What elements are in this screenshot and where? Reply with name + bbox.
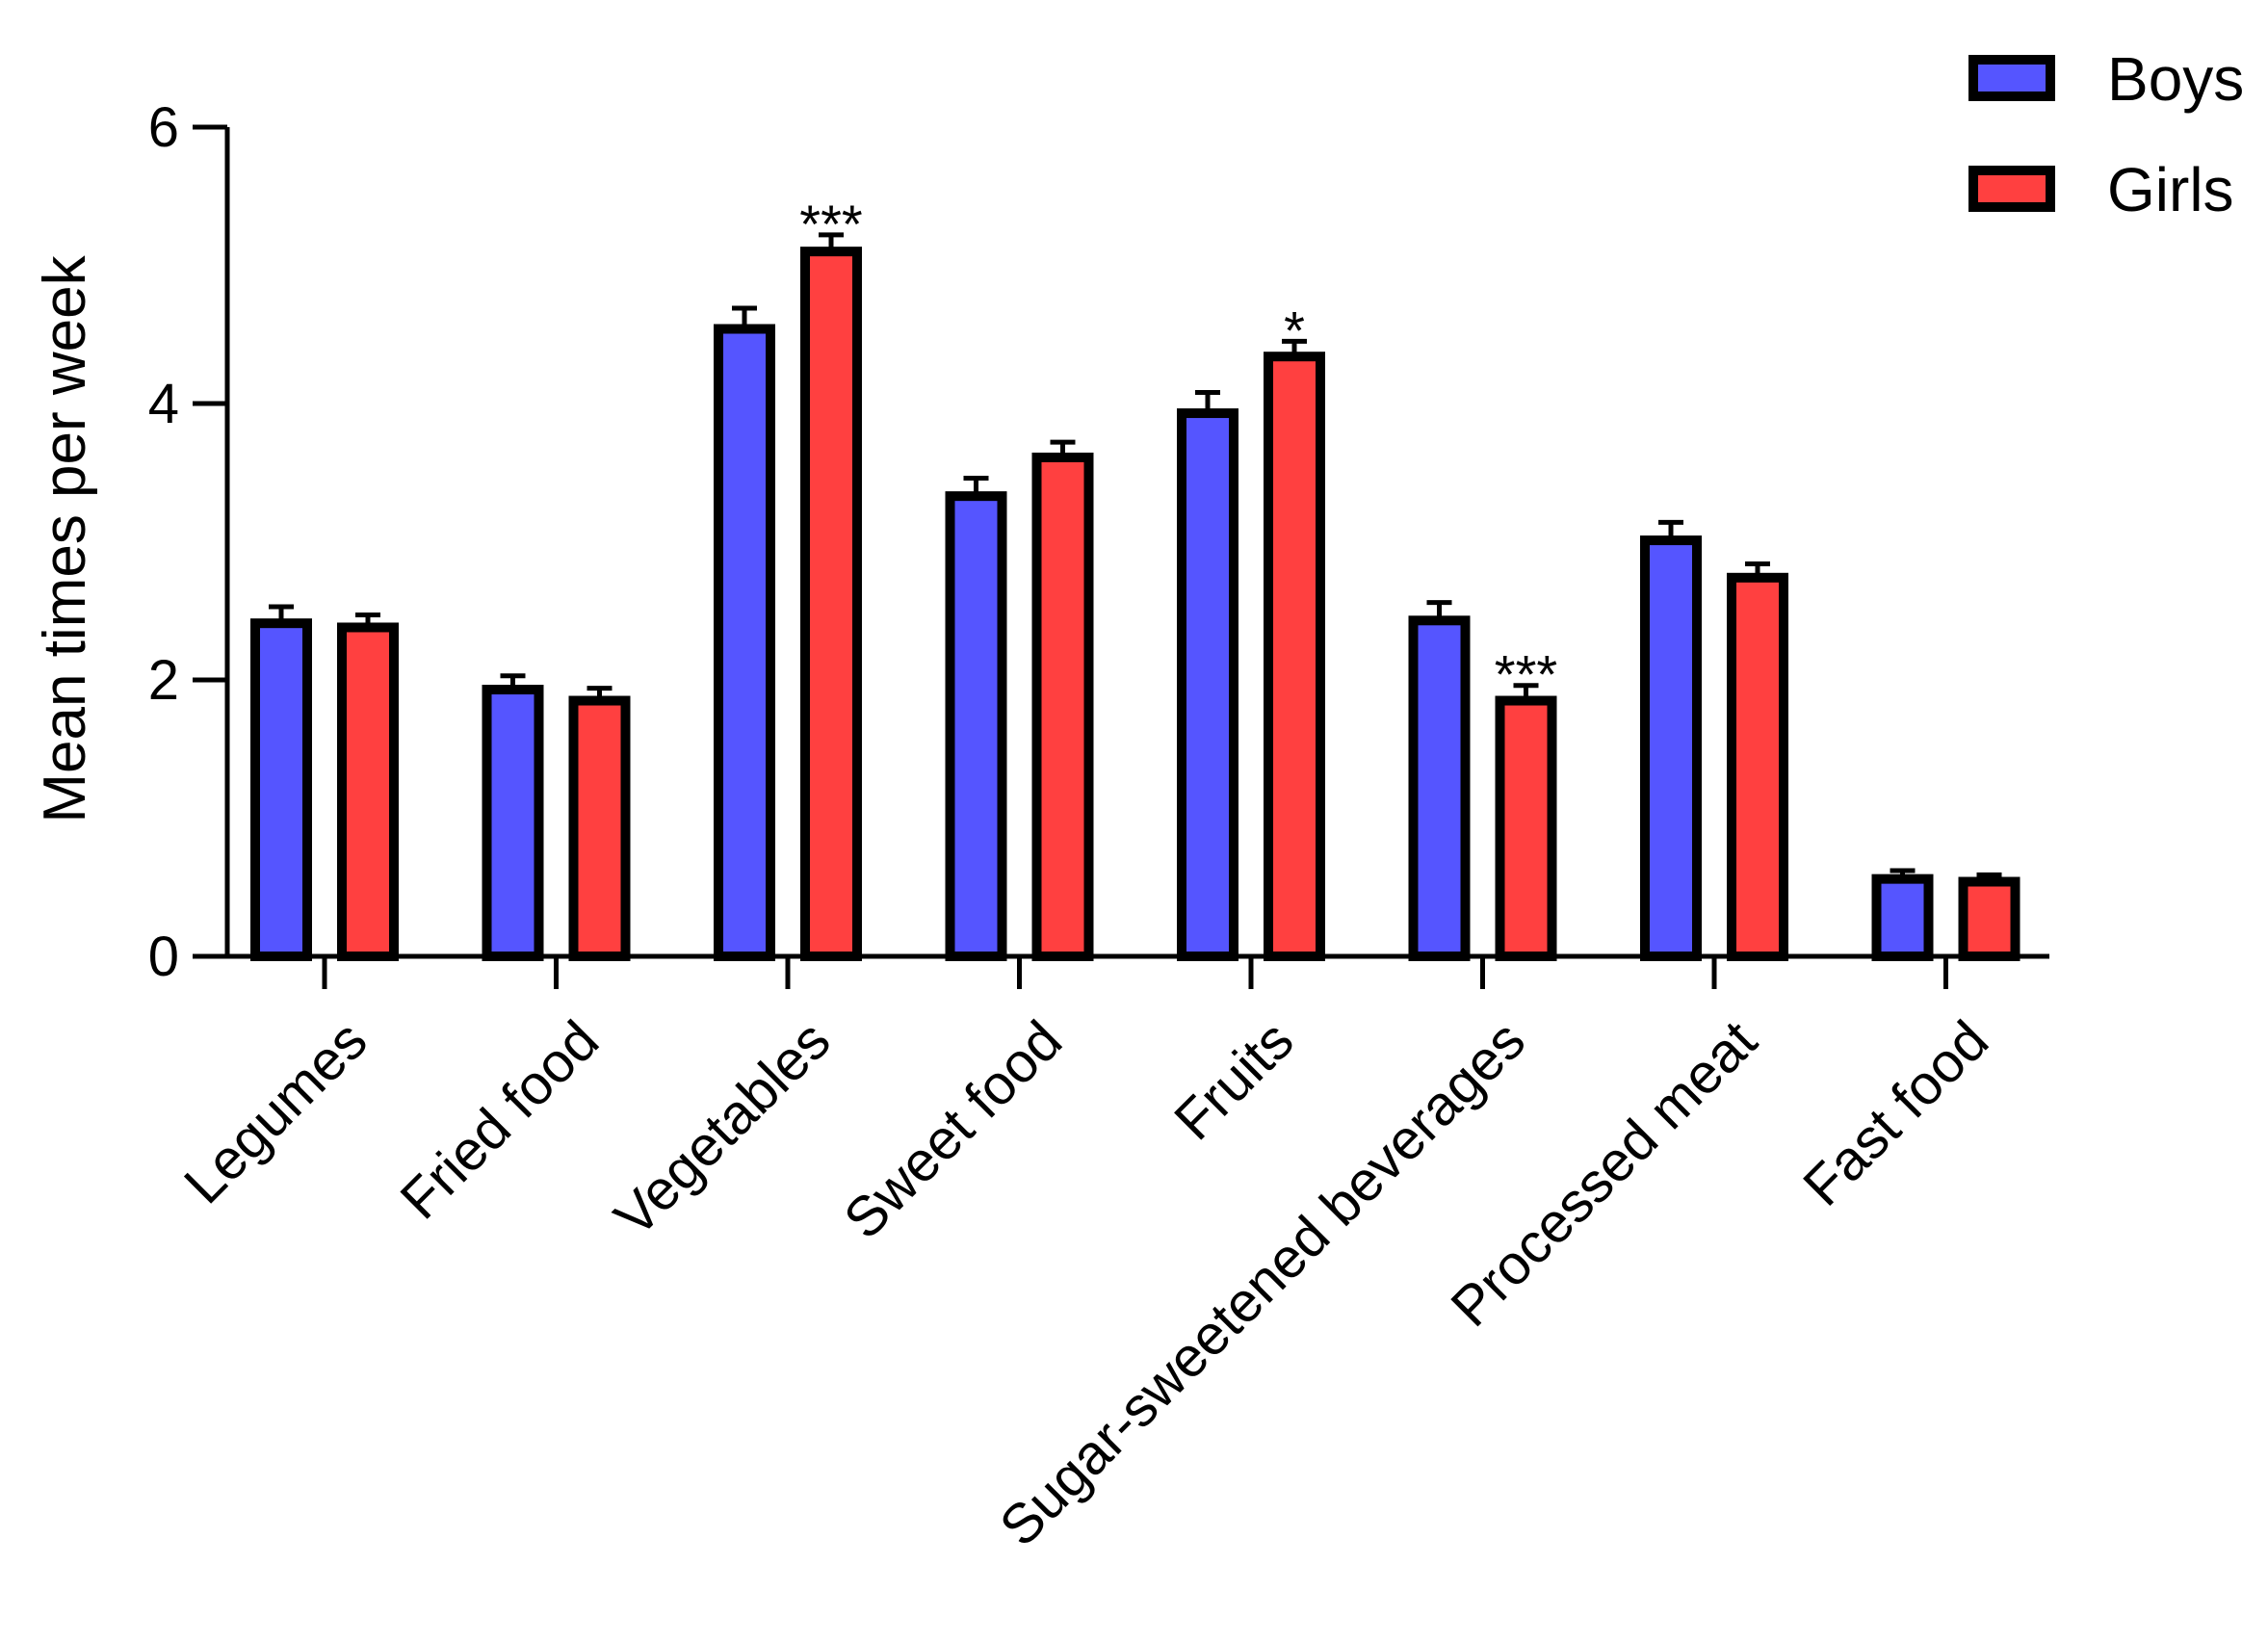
bar-girls-fried-food bbox=[568, 695, 631, 962]
bars-layer bbox=[250, 232, 2020, 962]
x-tick-label-fast-food: Fast food bbox=[1791, 1009, 2000, 1218]
bar-girls-vegetables bbox=[800, 247, 862, 961]
significance-marker-fruits: * bbox=[1284, 300, 1305, 360]
bar-girls-fruits bbox=[1264, 352, 1325, 961]
bar-boys-sugar-sweetened-beverages bbox=[1408, 615, 1471, 961]
y-tick-label-6: 6 bbox=[148, 96, 179, 159]
x-tick-label-sweet-food: Sweet food bbox=[832, 1009, 1074, 1251]
x-tick-label-fried-food: Fried food bbox=[388, 1009, 611, 1232]
bar-girls-fast-food bbox=[1958, 876, 2020, 962]
x-tick-label-fruits: Fruits bbox=[1162, 1009, 1305, 1152]
legend-label-girls: Girls bbox=[2107, 155, 2234, 224]
bar-boys-sweet-food bbox=[945, 491, 1007, 962]
y-tick-label-2: 2 bbox=[148, 649, 179, 712]
bar-girls-sugar-sweetened-beverages bbox=[1495, 695, 1557, 962]
y-tick-label-0: 0 bbox=[148, 926, 179, 988]
legend: Boys Girls bbox=[1968, 44, 2244, 224]
bar-boys-fried-food bbox=[482, 685, 544, 961]
x-tick-label-legumes: Legumes bbox=[172, 1009, 379, 1216]
bar-boys-vegetables bbox=[714, 324, 775, 961]
bar-girls-sweet-food bbox=[1031, 452, 1094, 961]
axes-layer bbox=[193, 124, 2049, 989]
bar-girls-processed-meat bbox=[1727, 572, 1788, 961]
bar-boys-fast-food bbox=[1871, 874, 1934, 962]
significance-marker-vegetables: *** bbox=[799, 194, 862, 254]
significance-marker-sugar-sweetened-beverages: *** bbox=[1495, 644, 1557, 705]
y-axis-title: Mean times per week bbox=[32, 254, 98, 822]
bar-girls-legumes bbox=[337, 622, 399, 961]
y-tick-label-4: 4 bbox=[148, 373, 179, 435]
legend-swatch-girls bbox=[1968, 166, 2055, 212]
x-tick-label-vegetables: Vegetables bbox=[603, 1009, 843, 1249]
legend-label-boys: Boys bbox=[2107, 44, 2244, 114]
legend-swatch-boys bbox=[1968, 55, 2055, 101]
bar-boys-legumes bbox=[250, 618, 312, 961]
bar-boys-fruits bbox=[1177, 408, 1238, 962]
bar-boys-processed-meat bbox=[1640, 535, 1702, 961]
